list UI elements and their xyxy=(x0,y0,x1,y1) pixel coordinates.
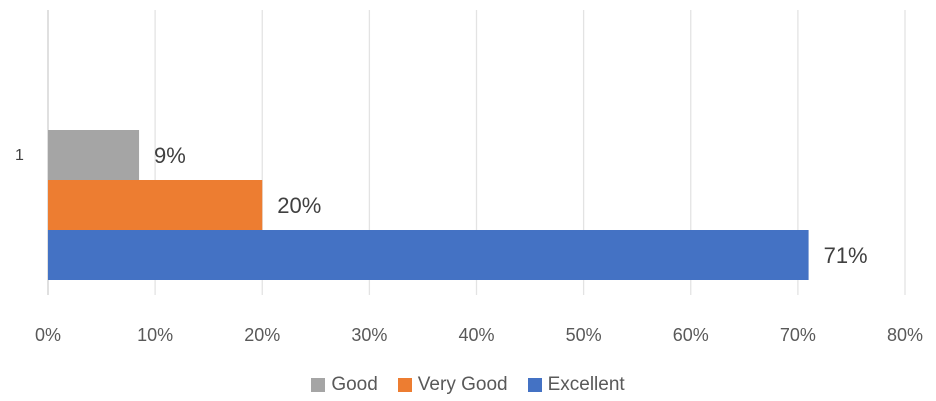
bar-good xyxy=(48,130,140,180)
legend-item-very-good: Very Good xyxy=(397,374,508,396)
x-tick-label: 80% xyxy=(887,325,923,345)
legend-label: Good xyxy=(331,374,378,395)
x-tick-label: 0% xyxy=(35,325,61,345)
bar-excellent xyxy=(48,230,809,280)
x-tick-label: 10% xyxy=(137,325,173,345)
legend-label: Very Good xyxy=(417,374,508,395)
legend-label: Excellent xyxy=(547,374,625,395)
x-tick-label: 20% xyxy=(244,325,280,345)
data-labels: 9% 20% 71% xyxy=(154,143,868,268)
legend-swatch xyxy=(527,378,542,392)
gridlines xyxy=(47,10,906,295)
x-tick-label: 30% xyxy=(351,325,387,345)
data-label-excellent: 71% xyxy=(824,243,868,268)
x-axis-ticks: 0% 10% 20% 30% 40% 50% 60% 70% 80% xyxy=(35,325,923,345)
x-tick-label: 40% xyxy=(458,325,494,345)
x-tick-label: 70% xyxy=(780,325,816,345)
x-tick-label: 50% xyxy=(566,325,602,345)
bar-very-good xyxy=(48,180,263,230)
legend-item-good: Good xyxy=(311,374,378,396)
bars xyxy=(48,130,809,280)
data-label-good: 9% xyxy=(154,143,186,168)
x-tick-label: 60% xyxy=(673,325,709,345)
category-label: 1 xyxy=(15,147,24,164)
legend-swatch xyxy=(311,378,326,392)
legend-item-excellent: Excellent xyxy=(527,374,625,396)
legend-swatch xyxy=(397,378,412,392)
data-label-very-good: 20% xyxy=(277,193,321,218)
legend: Good Very Good Excellent xyxy=(0,374,936,396)
